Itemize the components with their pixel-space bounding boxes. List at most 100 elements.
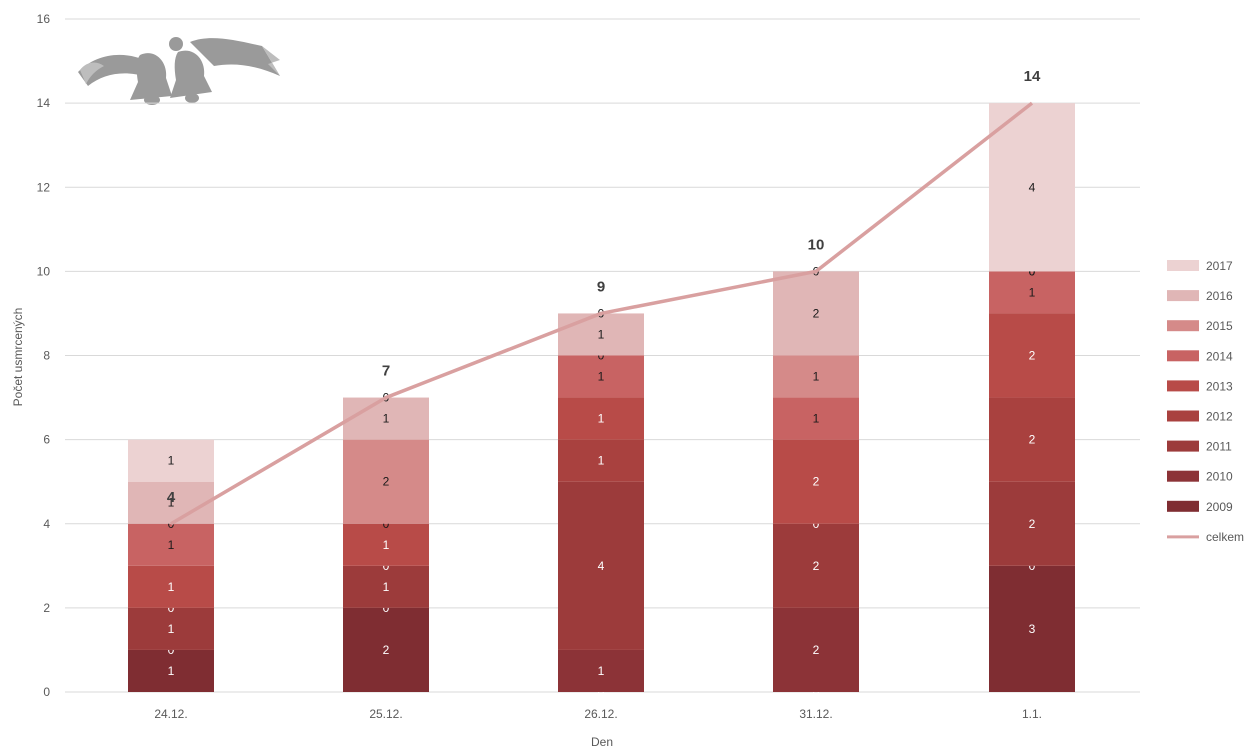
- bar-segment: [558, 355, 644, 398]
- legend-swatch: [1167, 290, 1199, 302]
- x-axis-title: Den: [591, 735, 613, 749]
- segment-value-label: 1: [598, 664, 605, 678]
- legend: 2017 2016 2015 2014 2013 2012 2011 2010 2009 celk…: [1167, 259, 1244, 544]
- segment-value-label: 1: [813, 370, 820, 384]
- total-value-label: 4: [167, 489, 176, 506]
- bars: 1010110112010102100141110100220211203022…: [128, 103, 1075, 699]
- segment-value-label: 2: [813, 306, 820, 320]
- legend-swatch: [1167, 320, 1199, 332]
- segment-value-label: 1: [1029, 285, 1036, 299]
- bar-segment: [343, 607, 429, 692]
- x-tick-label: 1.1.: [1022, 707, 1042, 721]
- legend-swatch: [1167, 350, 1199, 362]
- y-tick-label: 2: [43, 601, 50, 615]
- segment-value-label: 1: [168, 454, 175, 468]
- y-tick-label: 14: [37, 96, 51, 110]
- y-axis-title: Počet usmrcených: [11, 308, 25, 407]
- segment-value-label: 2: [813, 643, 820, 657]
- segment-value-label: 1: [168, 622, 175, 636]
- legend-swatch: [1167, 500, 1199, 512]
- total-value-label: 14: [1024, 68, 1041, 85]
- bar-segment: [558, 481, 644, 650]
- segment-value-label: 1: [168, 496, 175, 510]
- legend-label: 2017: [1206, 259, 1233, 273]
- bar-segment: [773, 271, 859, 356]
- bar-segment: [558, 649, 644, 692]
- legend-swatch: [1167, 440, 1199, 452]
- segment-value-label: 1: [598, 412, 605, 426]
- bar-segment: [128, 439, 214, 482]
- y-tick-label: 0: [43, 685, 50, 699]
- x-tick-label: 25.12.: [369, 707, 402, 721]
- x-tick-label: 24.12.: [154, 707, 187, 721]
- bar-segment: [343, 397, 429, 440]
- legend-label: 2010: [1206, 470, 1233, 484]
- x-tick-label: 31.12.: [799, 707, 832, 721]
- segment-value-label: 2: [383, 475, 390, 489]
- bells-ornament: [78, 37, 280, 105]
- segment-value-label: 3: [1029, 622, 1036, 636]
- bar-segment: [989, 271, 1075, 314]
- legend-label: 2013: [1206, 379, 1233, 393]
- y-axis-ticks: 0 2 4 6 8 10 12 14 16: [37, 12, 51, 699]
- legend-label: 2014: [1206, 349, 1233, 363]
- segment-value-label: 1: [168, 538, 175, 552]
- bar-segment: [989, 313, 1075, 398]
- total-value-label: 9: [597, 278, 605, 295]
- y-tick-label: 6: [43, 433, 50, 447]
- bar-segment: [558, 313, 644, 356]
- legend-swatch: [1167, 380, 1199, 392]
- legend-label: 2012: [1206, 410, 1233, 424]
- bar-segment: [989, 103, 1075, 272]
- x-tick-label: 26.12.: [584, 707, 617, 721]
- segment-value-label: 1: [383, 580, 390, 594]
- segment-value-label: 4: [1029, 180, 1036, 194]
- bar-segment: [773, 523, 859, 608]
- legend-label: 2009: [1206, 500, 1233, 514]
- segment-value-label: 2: [1029, 433, 1036, 447]
- bar-segment: [558, 397, 644, 440]
- segment-value-label: 1: [383, 538, 390, 552]
- bar-segment: [128, 649, 214, 692]
- segment-value-label: 2: [813, 559, 820, 573]
- segment-value-label: 1: [168, 580, 175, 594]
- bar-segment: [343, 565, 429, 608]
- total-value-label: 10: [808, 236, 825, 253]
- segment-value-label: 1: [598, 370, 605, 384]
- bar-segment: [343, 439, 429, 524]
- legend-swatch: [1167, 470, 1199, 482]
- legend-label: celkem: [1206, 530, 1244, 544]
- bar-segment: [989, 481, 1075, 566]
- segment-value-label: 1: [168, 664, 175, 678]
- bar-segment: [773, 355, 859, 398]
- bar-segment: [989, 397, 1075, 482]
- legend-swatch: [1167, 410, 1199, 422]
- segment-value-label: 2: [383, 643, 390, 657]
- segment-value-label: 1: [598, 327, 605, 341]
- total-line-path: [170, 101, 1034, 526]
- y-tick-label: 4: [43, 517, 50, 531]
- bar-segment: [989, 565, 1075, 692]
- segment-value-label: 2: [1029, 517, 1036, 531]
- bar-segment: [128, 607, 214, 650]
- legend-label: 2015: [1206, 319, 1233, 333]
- y-tick-label: 16: [37, 12, 51, 26]
- bar-segment: [773, 397, 859, 440]
- bar-segment: [343, 523, 429, 566]
- bar-segment: [773, 607, 859, 692]
- bar-segment: [558, 439, 644, 482]
- legend-label: 2016: [1206, 289, 1233, 303]
- x-axis-ticks: 24.12. 25.12. 26.12. 31.12. 1.1.: [154, 707, 1042, 721]
- bar-segment: [128, 481, 214, 524]
- segment-value-label: 1: [598, 454, 605, 468]
- y-tick-label: 12: [37, 180, 51, 194]
- segment-value-label: 1: [383, 412, 390, 426]
- y-tick-label: 8: [43, 349, 50, 363]
- legend-label: 2011: [1206, 440, 1232, 454]
- bar-segment: [128, 523, 214, 566]
- segment-value-label: 4: [598, 559, 605, 573]
- bar-segment: [128, 565, 214, 608]
